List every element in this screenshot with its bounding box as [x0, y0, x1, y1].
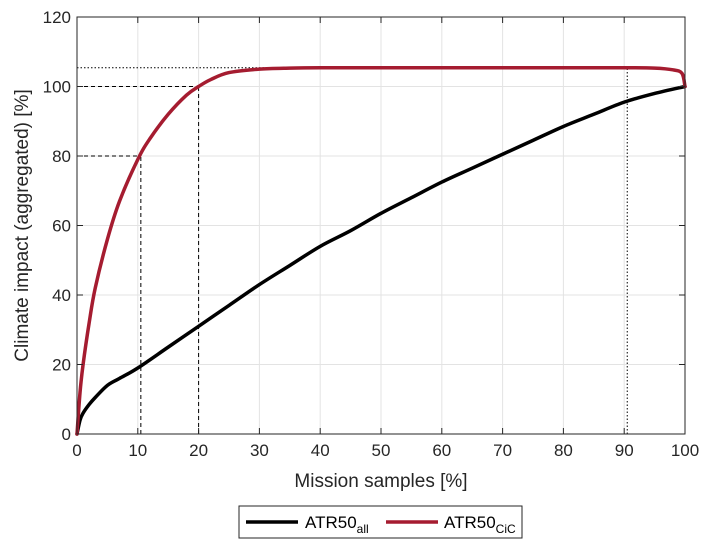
- y-tick-label: 20: [52, 356, 71, 375]
- legend-name-atr50-cic: ATR50: [444, 513, 496, 532]
- series-line-atr50-all: [75, 84, 687, 436]
- legend: ATR50all ATR50CiC: [238, 505, 523, 539]
- ticks: 0 10 20 30 40 50 60 70 80 90 100 0 20 40 60 80 100 120: [43, 8, 700, 460]
- x-tick-label: 100: [671, 441, 699, 460]
- y-tick-label: 60: [52, 217, 71, 236]
- x-tick-label: 90: [615, 441, 634, 460]
- x-tick-label: 30: [250, 441, 269, 460]
- y-axis-label: Climate impact (aggregated) [%]: [12, 89, 33, 361]
- legend-subscript-all: all: [357, 522, 369, 536]
- y-tick-label: 40: [52, 286, 71, 305]
- x-tick-label: 20: [189, 441, 208, 460]
- legend-name-atr50-all: ATR50: [305, 513, 357, 532]
- series-line-atr50-cic: [75, 65, 687, 436]
- series: [75, 65, 687, 436]
- y-tick-label: 120: [43, 8, 71, 27]
- legend-subscript-cic: CiC: [496, 522, 516, 536]
- x-tick-label: 50: [372, 441, 391, 460]
- legend-label-atr50-cic: ATR50CiC: [444, 513, 516, 536]
- x-tick-label: 0: [72, 441, 81, 460]
- x-tick-label: 80: [554, 441, 573, 460]
- x-axis-label: Mission samples [%]: [294, 471, 467, 492]
- legend-label-atr50-all: ATR50all: [305, 513, 369, 536]
- x-tick-label: 10: [128, 441, 147, 460]
- y-tick-label: 0: [62, 425, 71, 444]
- grid: [77, 17, 685, 434]
- x-tick-label: 40: [311, 441, 330, 460]
- y-tick-label: 80: [52, 147, 71, 166]
- x-tick-label: 60: [432, 441, 451, 460]
- x-tick-label: 70: [493, 441, 512, 460]
- y-tick-label: 100: [43, 78, 71, 97]
